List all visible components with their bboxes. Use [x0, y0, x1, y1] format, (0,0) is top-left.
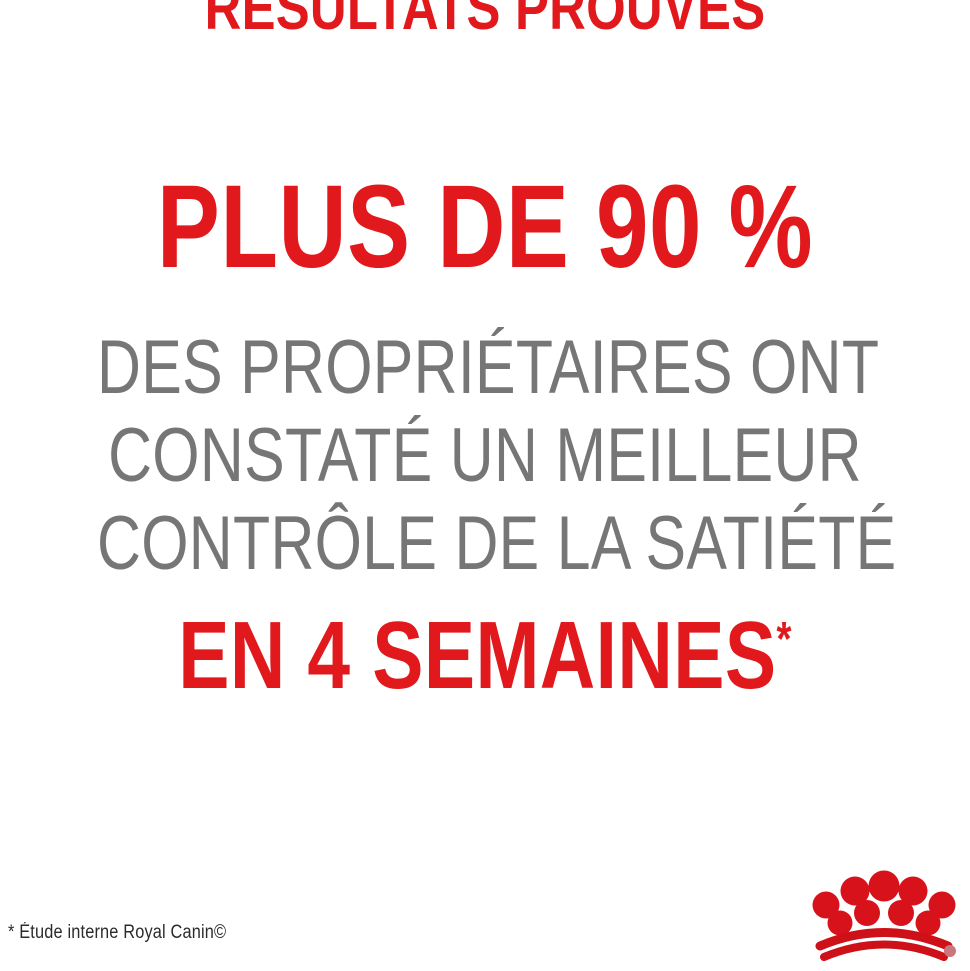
registered-trademark-icon — [944, 945, 956, 957]
banner-eyebrow-title: RÉSULTATS PROUVÉS — [204, 0, 766, 43]
footnote-marker: * — [776, 613, 792, 666]
claim-duration-line: EN 4 SEMAINES* — [97, 608, 873, 720]
royal-canin-crown-logo — [804, 861, 964, 963]
claim-body-line-2: CONSTATÉ UN MEILLEUR — [108, 413, 862, 498]
crown-logo-icon — [812, 870, 956, 961]
claim-body-line-3: CONTRÔLE DE LA SATIÉTÉ — [97, 501, 897, 586]
claim-primary-statistic: PLUS DE 90 % — [156, 161, 814, 293]
footnote-text: * Étude interne Royal Canin© — [8, 922, 227, 943]
claim-body-line-1: DES PROPRIÉTAIRES ONT — [97, 325, 880, 410]
claim-duration-text: EN 4 SEMAINES — [178, 602, 777, 709]
